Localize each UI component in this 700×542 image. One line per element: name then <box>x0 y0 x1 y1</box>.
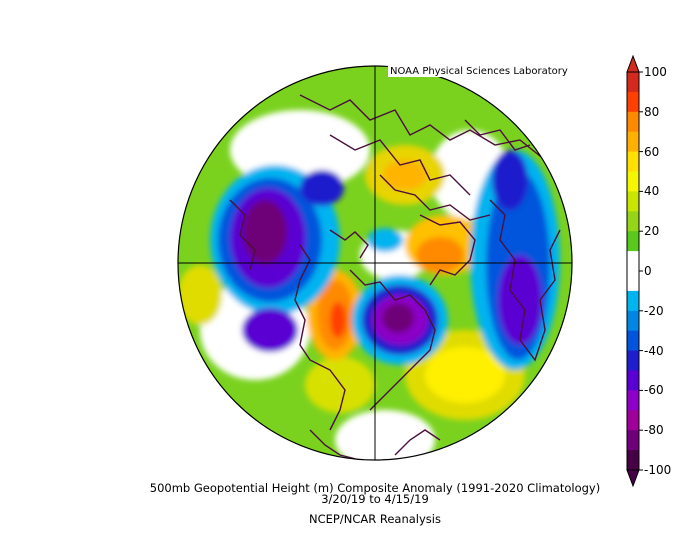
colorbar-swatch <box>627 310 639 332</box>
colorbar-tick-label: 0 <box>644 264 652 278</box>
colorbar-tick-label: 40 <box>644 184 660 199</box>
colorbar-swatch <box>627 131 639 153</box>
colorbar-tick-label: 60 <box>644 144 660 159</box>
colorbar-swatch <box>627 430 639 451</box>
colorbar-tick-label: 80 <box>644 104 660 119</box>
colorbar-tick-label: 100 <box>644 65 667 79</box>
colorbar-swatch <box>627 251 639 272</box>
colorbar-tick-label: -40 <box>644 343 664 358</box>
colorbar-swatch <box>627 231 639 252</box>
credit-label: NOAA Physical Sciences Laboratory <box>388 66 570 77</box>
colorbar-swatch <box>627 410 639 431</box>
colorbar-swatch <box>627 370 639 391</box>
colorbar-swatch <box>627 290 639 312</box>
colorbar-swatch <box>627 450 639 471</box>
colorbar-swatch <box>627 330 639 352</box>
map-title: 500mb Geopotential Height (m) Composite … <box>149 481 601 495</box>
graticule <box>178 66 572 460</box>
colorbar-swatch <box>627 72 639 93</box>
colorbar-swatch <box>627 390 639 411</box>
colorbar-swatch <box>627 91 639 113</box>
data-source: NCEP/NCAR Reanalysis <box>309 512 441 526</box>
colorbar-swatch <box>627 271 639 292</box>
colorbar-tick-label: 20 <box>644 224 660 239</box>
colorbar-swatch <box>627 191 639 212</box>
colorbar-swatch <box>627 350 639 371</box>
colorbar-swatch <box>627 151 639 172</box>
colorbar-swatch <box>627 171 639 192</box>
colorbar-max-arrow <box>626 54 640 73</box>
map-frame <box>177 65 573 461</box>
colorbar-tick-label: -20 <box>644 303 664 318</box>
colorbar-swatch <box>627 211 639 232</box>
date-range: 3/20/19 to 4/15/19 <box>321 492 429 506</box>
colorbar-tick-label: -80 <box>644 423 664 438</box>
coastlines <box>229 94 566 460</box>
colorbar-tick-label: -60 <box>644 383 664 398</box>
colorbar-min-arrow <box>626 469 640 488</box>
colorbar <box>626 54 643 488</box>
colorbar-swatch <box>627 111 639 133</box>
colorbar-tick-label: -100 <box>644 463 672 477</box>
